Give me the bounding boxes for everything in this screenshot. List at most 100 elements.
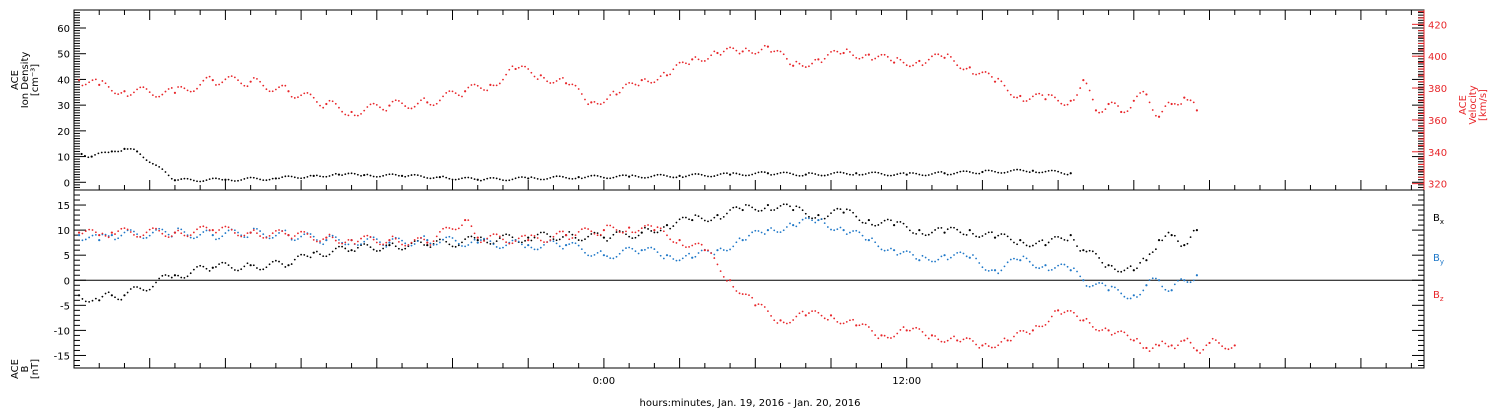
data-point bbox=[662, 257, 665, 260]
data-point bbox=[94, 297, 97, 300]
data-point bbox=[981, 71, 984, 74]
data-point bbox=[353, 242, 356, 245]
data-point bbox=[568, 83, 571, 86]
data-point bbox=[1101, 111, 1104, 113]
data-point bbox=[158, 95, 161, 98]
data-point bbox=[779, 231, 782, 233]
data-point bbox=[565, 176, 567, 179]
data-point bbox=[662, 230, 665, 233]
data-point bbox=[473, 236, 476, 239]
data-point bbox=[180, 232, 183, 235]
data-point bbox=[524, 246, 526, 249]
data-point bbox=[1173, 347, 1176, 350]
data-point bbox=[899, 329, 902, 331]
data-point bbox=[385, 244, 388, 247]
data-point bbox=[363, 243, 366, 245]
data-point bbox=[461, 245, 463, 247]
data-point bbox=[656, 78, 659, 81]
data-point bbox=[1050, 315, 1053, 318]
data-point bbox=[732, 285, 735, 288]
data-point bbox=[754, 208, 757, 211]
data-point bbox=[628, 246, 631, 249]
data-point bbox=[319, 240, 321, 243]
data-point bbox=[874, 224, 877, 227]
data-point bbox=[707, 220, 709, 223]
data-point bbox=[972, 171, 974, 174]
data-point bbox=[502, 179, 504, 182]
data-point bbox=[584, 98, 586, 101]
data-point bbox=[300, 230, 303, 233]
data-point bbox=[934, 335, 936, 337]
data-point bbox=[1195, 349, 1198, 352]
data-point bbox=[309, 256, 312, 259]
data-point bbox=[360, 237, 362, 240]
data-point bbox=[94, 231, 97, 234]
data-point bbox=[227, 226, 230, 229]
data-point bbox=[1107, 264, 1110, 267]
data-point bbox=[259, 80, 261, 83]
data-point bbox=[577, 88, 580, 90]
data-point bbox=[1120, 292, 1123, 295]
data-point bbox=[599, 233, 602, 236]
data-point bbox=[1009, 258, 1012, 261]
data-point bbox=[107, 236, 110, 239]
data-point bbox=[1035, 171, 1037, 174]
data-point bbox=[356, 246, 359, 249]
data-point bbox=[808, 65, 810, 68]
data-point bbox=[984, 269, 987, 271]
data-point bbox=[918, 229, 921, 232]
data-point bbox=[1066, 310, 1069, 312]
data-point bbox=[795, 225, 798, 228]
data-point bbox=[151, 231, 154, 234]
data-point bbox=[208, 229, 211, 231]
y2-tick-label: 340 bbox=[1428, 148, 1447, 159]
data-point bbox=[514, 240, 517, 243]
data-point bbox=[262, 268, 265, 271]
data-point bbox=[615, 93, 618, 96]
data-point bbox=[631, 237, 634, 240]
data-point bbox=[1170, 289, 1173, 292]
data-point bbox=[423, 235, 426, 237]
y2-axis-title-line: [km/s] bbox=[1478, 89, 1489, 121]
data-point bbox=[448, 227, 451, 229]
data-point bbox=[836, 228, 839, 231]
data-point bbox=[1031, 169, 1034, 172]
data-point bbox=[820, 314, 823, 317]
y-tick-label: -10 bbox=[54, 326, 70, 337]
data-point bbox=[757, 51, 760, 54]
data-point bbox=[400, 174, 404, 177]
data-point bbox=[246, 236, 249, 239]
data-point bbox=[1085, 82, 1088, 85]
data-point bbox=[738, 292, 741, 295]
data-point bbox=[268, 178, 271, 181]
data-point bbox=[1148, 279, 1151, 281]
data-point bbox=[688, 63, 690, 66]
data-point bbox=[88, 301, 91, 303]
data-point bbox=[331, 100, 334, 103]
data-point bbox=[331, 250, 334, 253]
data-point bbox=[902, 172, 905, 174]
data-point bbox=[536, 248, 539, 251]
data-point bbox=[946, 258, 949, 261]
data-point bbox=[587, 103, 590, 106]
data-point bbox=[990, 231, 993, 234]
data-point bbox=[1041, 266, 1044, 268]
data-point bbox=[789, 63, 791, 66]
data-point bbox=[779, 171, 782, 174]
data-point bbox=[1000, 269, 1003, 272]
data-point bbox=[1054, 267, 1056, 269]
data-point bbox=[672, 258, 675, 260]
data-point bbox=[997, 272, 1000, 275]
data-point bbox=[1145, 284, 1148, 287]
data-point bbox=[309, 93, 312, 96]
data-point bbox=[789, 321, 791, 324]
data-point bbox=[596, 251, 599, 254]
data-point bbox=[625, 230, 627, 233]
data-point bbox=[716, 51, 719, 55]
data-point bbox=[1132, 294, 1135, 297]
data-point bbox=[1006, 261, 1009, 264]
data-point bbox=[1063, 173, 1066, 175]
y2-tick-label: 380 bbox=[1428, 84, 1447, 95]
data-point bbox=[243, 234, 246, 237]
data-point bbox=[1142, 289, 1145, 292]
